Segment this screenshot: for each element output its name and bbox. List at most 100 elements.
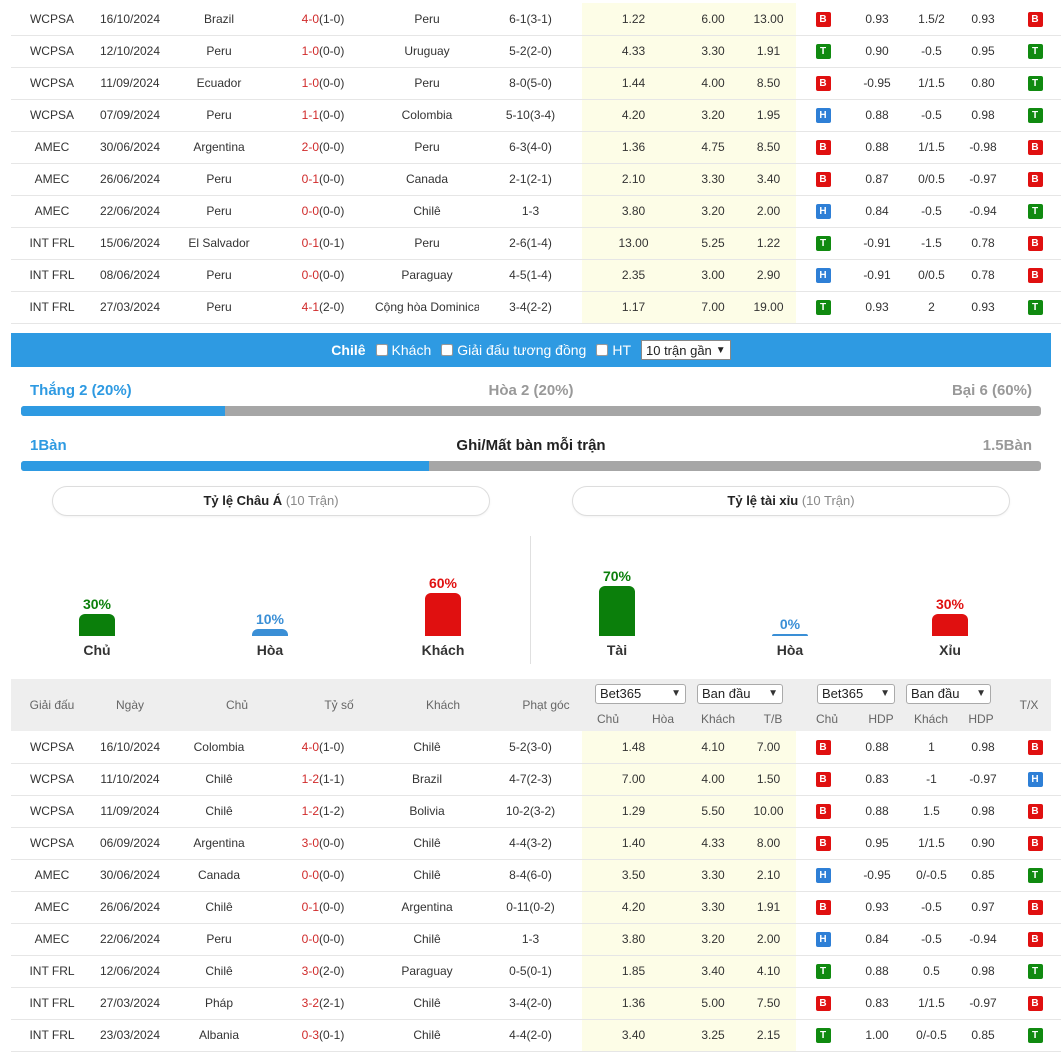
home-team-cell[interactable]: Canada <box>167 859 271 892</box>
home-team-cell[interactable]: Peru <box>167 291 271 324</box>
league-cell[interactable]: WCPSA <box>11 731 93 764</box>
bookmaker-select-hdp[interactable]: Bet365 ▼ <box>817 684 895 704</box>
hdp-result-badge: T <box>1027 868 1043 883</box>
home-team-cell[interactable]: Peru <box>167 99 271 132</box>
home-team-cell[interactable]: Peru <box>167 195 271 228</box>
league-cell[interactable]: WCPSA <box>11 795 93 828</box>
home-team-cell[interactable]: Albania <box>167 1019 271 1052</box>
away-team-cell[interactable]: Paraguay <box>375 259 479 292</box>
away-checkbox[interactable] <box>375 344 388 356</box>
home-team-cell[interactable]: Peru <box>167 259 271 292</box>
ht-filter[interactable]: HT <box>596 342 631 358</box>
away-team-cell[interactable]: Paraguay <box>375 955 479 988</box>
home-team-cell[interactable]: Chilê <box>167 955 271 988</box>
away-team-cell[interactable]: Chilê <box>375 923 479 956</box>
over-under-tab[interactable]: Tỷ lệ tài xỉu (10 Trận) <box>572 486 1010 516</box>
home-team-cell[interactable]: Brazil <box>167 3 271 36</box>
away-team-cell[interactable]: Peru <box>375 227 479 260</box>
league-cell[interactable]: AMEC <box>11 859 93 892</box>
away-team-cell[interactable]: Chilê <box>375 195 479 228</box>
period-select-1x2[interactable]: Ban đầu ▼ <box>697 684 783 704</box>
hdp-home-cell: -0.95 <box>850 67 904 100</box>
odds-result-cell: B <box>796 731 850 764</box>
home-team-cell[interactable]: Chilê <box>167 795 271 828</box>
bookmaker-select-1x2[interactable]: Bet365 ▼ <box>595 684 686 704</box>
home-team-cell[interactable]: Ecuador <box>167 67 271 100</box>
away-team-cell[interactable]: Cộng hòa Dominican <box>375 291 479 324</box>
league-cell[interactable]: AMEC <box>11 891 93 924</box>
away-team-cell[interactable]: Uruguay <box>375 35 479 68</box>
league-cell[interactable]: AMEC <box>11 131 93 164</box>
home-team-cell[interactable]: Peru <box>167 35 271 68</box>
odds-home-cell: 4.20 <box>582 891 685 924</box>
home-team-cell[interactable]: Peru <box>167 163 271 196</box>
chevron-down-icon: ▼ <box>715 344 726 356</box>
same-league-filter[interactable]: Giải đấu tương đồng <box>441 342 586 358</box>
league-cell[interactable]: WCPSA <box>11 35 93 68</box>
score-cell: 0-0(0-0) <box>271 859 375 892</box>
league-cell[interactable]: WCPSA <box>11 763 93 796</box>
league-cell[interactable]: INT FRL <box>11 227 93 260</box>
away-team-cell[interactable]: Chilê <box>375 731 479 764</box>
home-team-cell[interactable]: El Salvador <box>167 227 271 260</box>
odds-result-badge: T <box>815 300 831 315</box>
league-cell[interactable]: WCPSA <box>11 99 93 132</box>
league-cell[interactable]: INT FRL <box>11 987 93 1020</box>
asian-handicap-count: (10 Trận) <box>285 493 339 508</box>
ht-checkbox[interactable] <box>596 344 609 356</box>
corners-cell: 0-11(0-2) <box>479 891 582 924</box>
hdp-result-badge: H <box>1027 772 1043 787</box>
home-team-cell[interactable]: Peru <box>167 923 271 956</box>
date-cell: 27/03/2024 <box>93 291 167 324</box>
away-team-cell[interactable]: Canada <box>375 163 479 196</box>
fulltime-score: 4-1 <box>301 300 319 314</box>
asian-handicap-tab[interactable]: Tỷ lệ Châu Á (10 Trận) <box>52 486 490 516</box>
league-cell[interactable]: INT FRL <box>11 955 93 988</box>
hdp-away-cell: -0.98 <box>959 131 1007 164</box>
league-cell[interactable]: AMEC <box>11 195 93 228</box>
away-team-cell[interactable]: Bolivia <box>375 795 479 828</box>
league-cell[interactable]: WCPSA <box>11 67 93 100</box>
away-team-cell[interactable]: Peru <box>375 131 479 164</box>
same-league-checkbox[interactable] <box>441 344 454 356</box>
away-filter[interactable]: Khách <box>375 342 431 358</box>
home-team-cell[interactable]: Argentina <box>167 827 271 860</box>
league-cell[interactable]: WCPSA <box>11 827 93 860</box>
goals-summary: 1Bàn Ghi/Mất bàn mỗi trận 1.5Bàn <box>21 437 1041 457</box>
halftime-score: (2-0) <box>319 300 345 314</box>
hdp-result-cell: B <box>1007 259 1061 292</box>
period-select-hdp[interactable]: Ban đầu ▼ <box>906 684 991 704</box>
away-team-cell[interactable]: Chilê <box>375 827 479 860</box>
home-team-cell[interactable]: Chilê <box>167 891 271 924</box>
away-team-cell[interactable]: Chilê <box>375 1019 479 1052</box>
league-cell[interactable]: INT FRL <box>11 1019 93 1052</box>
header-odds-away: Khách <box>700 712 736 726</box>
away-team-cell[interactable]: Peru <box>375 3 479 36</box>
home-team-cell[interactable]: Argentina <box>167 131 271 164</box>
hdp-home-cell: 0.83 <box>850 987 904 1020</box>
odds-result-badge: H <box>815 932 831 947</box>
away-team-cell[interactable]: Chilê <box>375 987 479 1020</box>
home-team-cell[interactable]: Colombia <box>167 731 271 764</box>
hdp-result-cell: B <box>1007 795 1061 828</box>
away-team-cell[interactable]: Colombia <box>375 99 479 132</box>
home-team-cell[interactable]: Pháp <box>167 987 271 1020</box>
hdp-away-cell: 0.78 <box>959 259 1007 292</box>
league-cell[interactable]: INT FRL <box>11 291 93 324</box>
match-count-select[interactable]: 10 trận gần ▼ <box>641 340 731 360</box>
fulltime-score: 1-0 <box>301 76 319 90</box>
stat-label: Hòa <box>776 642 804 658</box>
league-cell[interactable]: INT FRL <box>11 259 93 292</box>
odds-home-cell: 13.00 <box>582 227 685 260</box>
league-cell[interactable]: WCPSA <box>11 3 93 36</box>
hdp-line-cell: -1.5 <box>904 227 959 260</box>
away-team-cell[interactable]: Peru <box>375 67 479 100</box>
match-row: WCPSA 11/09/2024 Ecuador 1-0(0-0) Peru 8-0(5-… <box>11 67 1061 100</box>
home-team-cell[interactable]: Chilê <box>167 763 271 796</box>
away-team-cell[interactable]: Brazil <box>375 763 479 796</box>
away-team-cell[interactable]: Chilê <box>375 859 479 892</box>
away-team-cell[interactable]: Argentina <box>375 891 479 924</box>
corners-cell: 8-0(5-0) <box>479 67 582 100</box>
league-cell[interactable]: AMEC <box>11 923 93 956</box>
league-cell[interactable]: AMEC <box>11 163 93 196</box>
